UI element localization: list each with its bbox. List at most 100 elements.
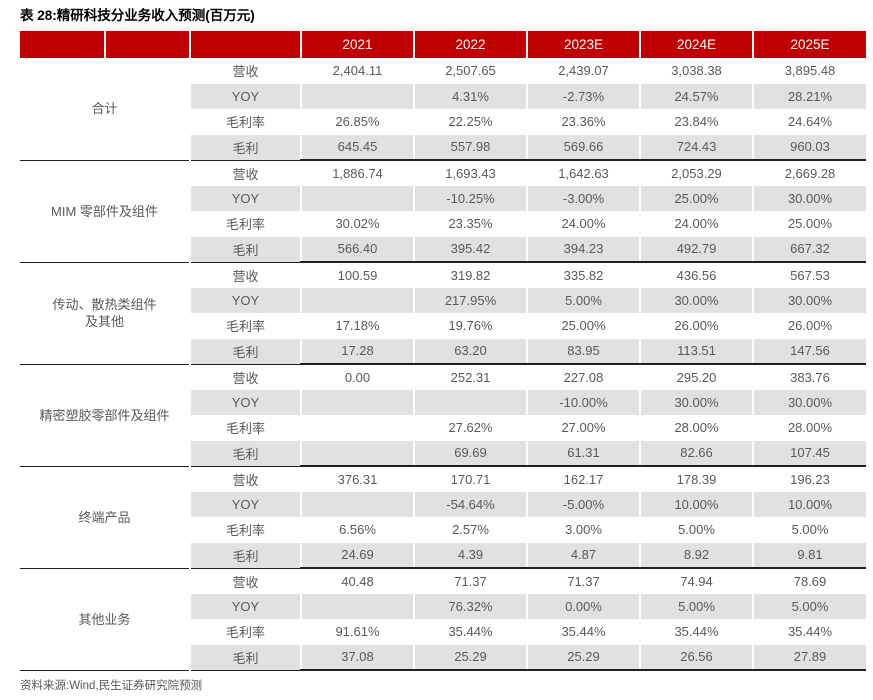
- cell-value: 2,053.29: [639, 160, 753, 186]
- metric-label: 营收: [189, 466, 301, 492]
- header-spacer-cell: [20, 31, 105, 58]
- cell-value: 724.43: [639, 134, 753, 161]
- cell-value: 91.61%: [300, 619, 414, 645]
- cell-value: [300, 415, 414, 441]
- table-row: 毛利率 91.61% 35.44% 35.44% 35.44% 35.44%: [20, 619, 866, 645]
- cell-value: 23.35%: [413, 211, 527, 237]
- cell-value: 5.00%: [752, 593, 866, 619]
- cell-value: 30.02%: [300, 211, 414, 237]
- cell-value: 30.00%: [639, 389, 753, 415]
- cell-value: 107.45: [752, 440, 866, 467]
- metric-label: 营收: [189, 58, 301, 84]
- metric-label: 毛利率: [189, 211, 301, 237]
- cell-value: [300, 593, 414, 619]
- metric-label: YOY: [189, 389, 301, 415]
- table-row: 毛利 69.69 61.31 82.66 107.45: [20, 440, 866, 467]
- table-row: 毛利率 27.62% 27.00% 28.00% 28.00%: [20, 415, 866, 441]
- cell-value: [300, 389, 414, 415]
- cell-value: 2.57%: [413, 517, 527, 543]
- cell-value: 170.71: [413, 466, 527, 492]
- cell-value: 30.00%: [752, 287, 866, 313]
- year-header-cell: 2022: [413, 31, 527, 58]
- metric-label: 毛利: [189, 440, 301, 467]
- table-row: YOY 76.32% 0.00% 5.00% 5.00%: [20, 593, 866, 619]
- cell-value: 2,404.11: [300, 58, 414, 84]
- year-header-cell: 2023E: [526, 31, 640, 58]
- cell-value: 162.17: [526, 466, 640, 492]
- cell-value: 319.82: [413, 262, 527, 288]
- cell-value: 37.08: [300, 644, 414, 671]
- cell-value: 4.31%: [413, 83, 527, 109]
- cell-value: 196.23: [752, 466, 866, 492]
- cell-value: 24.57%: [639, 83, 753, 109]
- cell-value: 25.00%: [639, 185, 753, 211]
- cell-value: 78.69: [752, 568, 866, 594]
- table-row: 毛利率 17.18% 19.76% 25.00% 26.00% 26.00%: [20, 313, 866, 339]
- metric-label: 毛利: [189, 134, 301, 161]
- year-header-cell: 2021: [300, 31, 414, 58]
- cell-value: 5.00%: [752, 517, 866, 543]
- cell-value: 335.82: [526, 262, 640, 288]
- cell-value: 5.00%: [526, 287, 640, 313]
- cell-value: 25.29: [413, 644, 527, 671]
- cell-value: 35.44%: [413, 619, 527, 645]
- metric-label: 毛利率: [189, 517, 301, 543]
- cell-value: 5.00%: [639, 517, 753, 543]
- cell-value: -10.00%: [526, 389, 640, 415]
- cell-value: 113.51: [639, 338, 753, 365]
- cell-value: 9.81: [752, 542, 866, 569]
- source-note: 资料来源:Wind,民生证券研究院预测: [20, 680, 203, 692]
- cell-value: 394.23: [526, 236, 640, 263]
- cell-value: 3,038.38: [639, 58, 753, 84]
- cell-value: 23.36%: [526, 109, 640, 135]
- cell-value: 71.37: [526, 568, 640, 594]
- cell-value: 10.00%: [639, 491, 753, 517]
- cell-value: 2,507.65: [413, 58, 527, 84]
- metric-label: 营收: [189, 568, 301, 594]
- cell-value: 1,693.43: [413, 160, 527, 186]
- cell-value: 566.40: [300, 236, 414, 263]
- cell-value: -3.00%: [526, 185, 640, 211]
- cell-value: 217.95%: [413, 287, 527, 313]
- cell-value: 960.03: [752, 134, 866, 161]
- cell-value: 26.56: [639, 644, 753, 671]
- cell-value: 27.62%: [413, 415, 527, 441]
- group-label: MIM 零部件及组件: [20, 160, 190, 263]
- cell-value: [413, 389, 527, 415]
- cell-value: 395.42: [413, 236, 527, 263]
- cell-value: 22.25%: [413, 109, 527, 135]
- metric-label: 营收: [189, 262, 301, 288]
- cell-value: 383.76: [752, 364, 866, 390]
- table-row: 毛利率 26.85% 22.25% 23.36% 23.84% 24.64%: [20, 109, 866, 135]
- cell-value: 3,895.48: [752, 58, 866, 84]
- cell-value: [300, 491, 414, 517]
- metric-label: 毛利: [189, 644, 301, 671]
- cell-value: 147.56: [752, 338, 866, 365]
- cell-value: 82.66: [639, 440, 753, 467]
- cell-value: 30.00%: [639, 287, 753, 313]
- cell-value: 28.21%: [752, 83, 866, 109]
- group-label: 其他业务: [20, 568, 190, 671]
- cell-value: 61.31: [526, 440, 640, 467]
- cell-value: -54.64%: [413, 491, 527, 517]
- table-row: YOY 4.31% -2.73% 24.57% 28.21%: [20, 83, 866, 109]
- metric-label: 毛利率: [189, 619, 301, 645]
- cell-value: 25.29: [526, 644, 640, 671]
- cell-value: 17.18%: [300, 313, 414, 339]
- cell-value: 557.98: [413, 134, 527, 161]
- cell-value: 35.44%: [752, 619, 866, 645]
- forecast-table-body: 合计 营收 2,404.11 2,507.65 2,439.07 3,038.38 3,89…: [20, 58, 866, 671]
- metric-label: YOY: [189, 185, 301, 211]
- page-title: 表 28:精研科技分业务收入预测(百万元): [20, 8, 255, 23]
- cell-value: [300, 440, 414, 467]
- cell-value: 24.69: [300, 542, 414, 569]
- cell-value: 25.00%: [526, 313, 640, 339]
- cell-value: 28.00%: [639, 415, 753, 441]
- cell-value: -5.00%: [526, 491, 640, 517]
- cell-value: 492.79: [639, 236, 753, 263]
- cell-value: 295.20: [639, 364, 753, 390]
- cell-value: 28.00%: [752, 415, 866, 441]
- metric-label: YOY: [189, 83, 301, 109]
- cell-value: 71.37: [413, 568, 527, 594]
- cell-value: 26.00%: [639, 313, 753, 339]
